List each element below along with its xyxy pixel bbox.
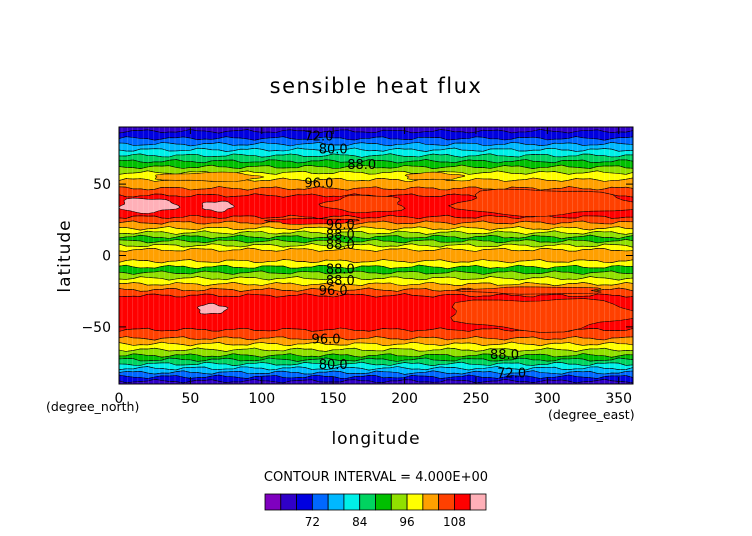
y-tick-label: 50: [93, 177, 111, 193]
x-tick-label: 300: [534, 391, 561, 407]
contour-patch: [455, 286, 602, 295]
contour-patch: [404, 171, 465, 181]
contour-label: 96.0: [319, 284, 348, 299]
contour-interval-text: CONTOUR INTERVAL = 4.000E+00: [264, 470, 488, 485]
contour-patch: [201, 200, 235, 213]
x-tick-label: 200: [391, 391, 418, 407]
colorbar: 72 84 96 108: [264, 493, 487, 529]
plot-area: 72.080.088.096.096.088.088.088.088.096.0…: [81, 126, 634, 407]
contour-patch: [119, 197, 181, 214]
contour-label: 72.0: [497, 367, 526, 382]
colorbar-swatch: [296, 493, 313, 511]
contour-label: 88.0: [326, 228, 355, 243]
colorbar-swatch: [343, 493, 361, 511]
colorbar-tick-label: 96: [399, 515, 414, 529]
x-tick-label: 0: [115, 391, 124, 407]
x-axis-label: longitude: [331, 429, 420, 449]
y-tick-label: −50: [81, 320, 111, 336]
colorbar-swatch: [454, 493, 471, 511]
contour-patch: [447, 188, 633, 217]
colorbar-tick-label: 72: [305, 515, 320, 529]
colorbar-tick-label: 84: [352, 515, 367, 529]
colorbar-swatch: [375, 493, 392, 511]
colorbar-swatch: [327, 493, 345, 511]
contour-patch: [197, 302, 229, 315]
x-tick-label: 50: [181, 391, 199, 407]
y-axis-label: latitude: [55, 219, 75, 292]
contour-label: 96.0: [312, 332, 341, 347]
colorbar-swatch: [280, 493, 297, 511]
contour-label: 96.0: [304, 177, 333, 192]
colorbar-swatch: [390, 493, 408, 511]
colorbar-swatch: [469, 493, 487, 511]
contour-label: 88.0: [490, 348, 519, 363]
contour-patch: [154, 171, 265, 183]
colorbar-swatch: [406, 493, 424, 511]
contour-label: 88.0: [326, 262, 355, 277]
x-tick-label: 350: [605, 391, 632, 407]
x-tick-label: 250: [463, 391, 490, 407]
colorbar-swatch: [359, 493, 376, 511]
colorbar-swatch: [311, 493, 329, 511]
contour-patch: [318, 194, 406, 214]
contour-patch: [264, 218, 360, 225]
x-tick-label: 150: [320, 391, 347, 407]
colorbar-tick-label: 108: [443, 515, 466, 529]
contour-label: 80.0: [319, 358, 348, 373]
contour-label: 88.0: [326, 274, 355, 289]
contour-label: 88.0: [347, 158, 376, 173]
colorbar-swatch: [438, 493, 455, 511]
chart-title: sensible heat flux: [270, 74, 483, 98]
contour-label: 96.0: [326, 218, 355, 233]
colorbar-swatch: [264, 493, 282, 511]
y-tick-label: 0: [102, 249, 111, 265]
y-unit-label: (degree_north): [46, 399, 139, 414]
colorbar-swatch: [422, 493, 440, 511]
contour-label: 80.0: [319, 142, 348, 157]
contour-label: 72.0: [304, 130, 333, 145]
x-unit-label: (degree_east): [548, 407, 635, 422]
contour-label: 88.0: [326, 238, 355, 253]
contour-patch: [450, 298, 633, 333]
x-tick-label: 100: [248, 391, 275, 407]
contour-band: [119, 378, 633, 384]
